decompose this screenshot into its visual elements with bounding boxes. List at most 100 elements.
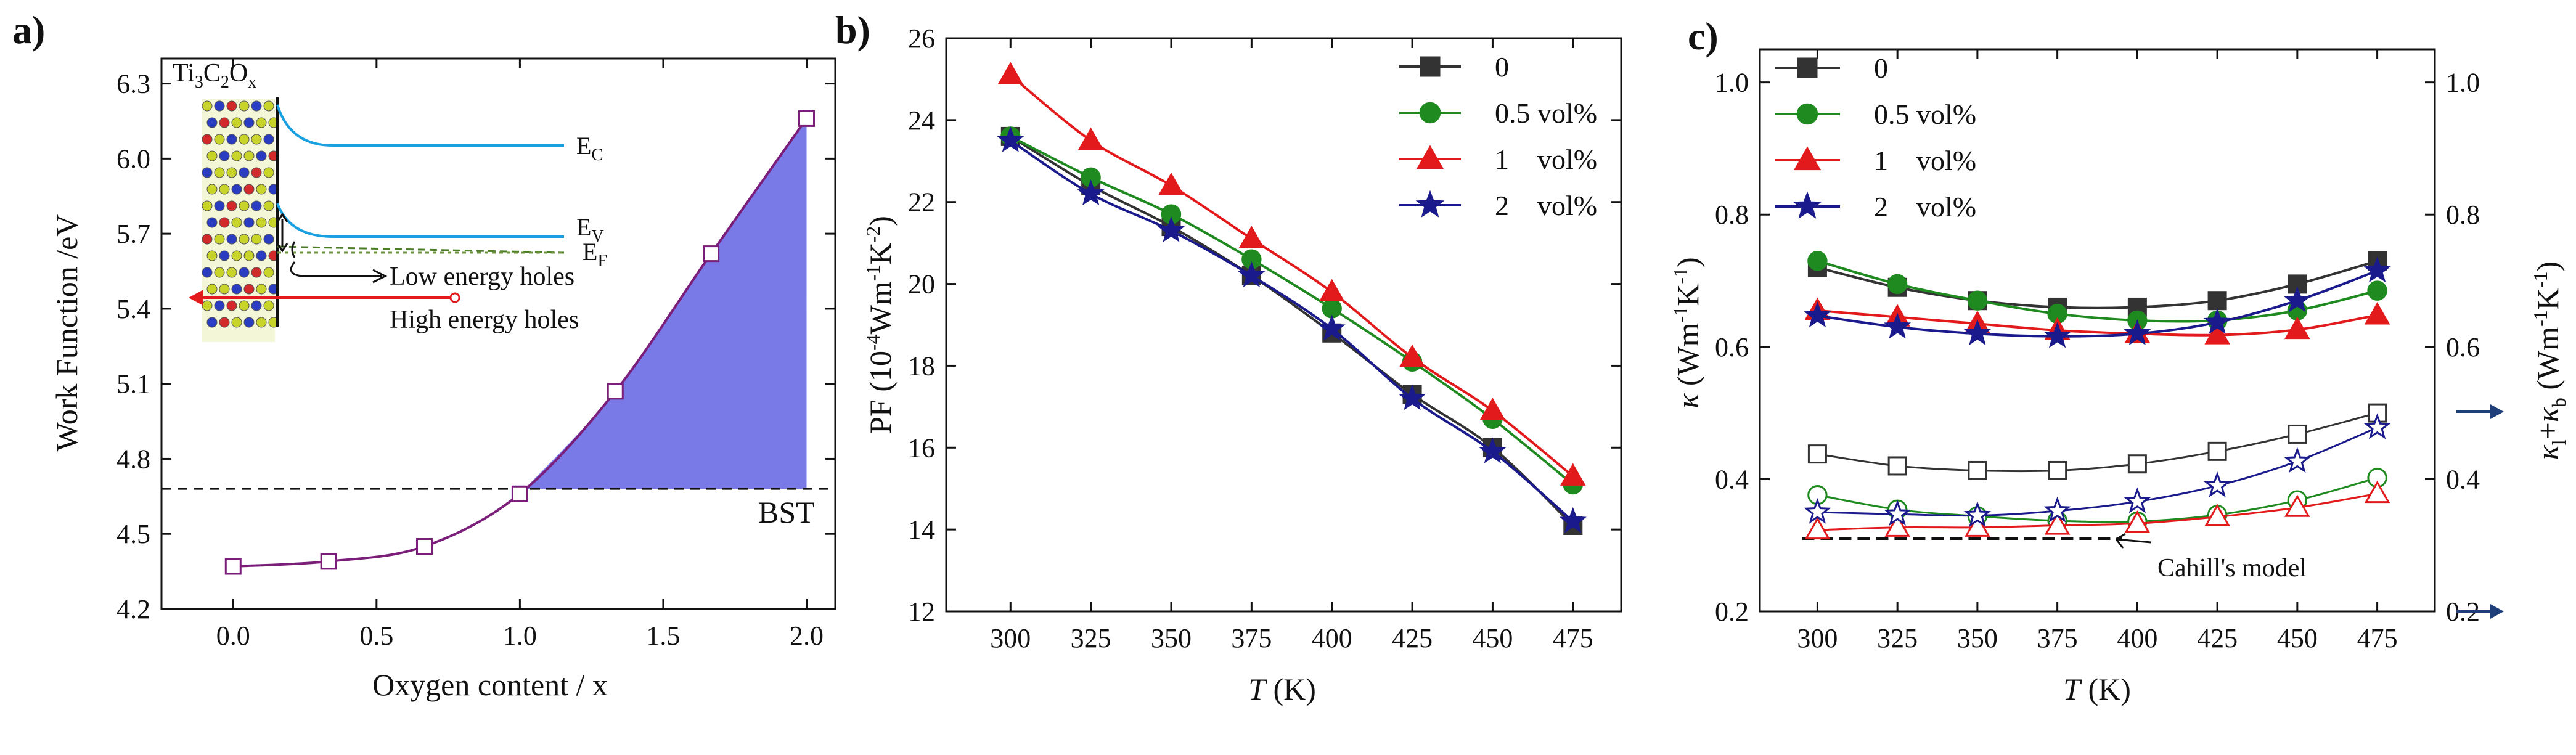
- atom: [256, 317, 267, 328]
- lattice-point: [2204, 471, 2231, 497]
- atom: [231, 250, 242, 261]
- x-tick-label: 350: [1151, 623, 1192, 653]
- atom: [226, 267, 237, 278]
- data-point: [1399, 344, 1425, 367]
- legend-marker: [1419, 102, 1441, 124]
- atom: [256, 217, 267, 228]
- lattice-point: [1804, 497, 1831, 524]
- x-tick-label: 450: [1472, 623, 1513, 653]
- atom: [243, 317, 255, 328]
- x-axis-label-a: Oxygen content / x: [372, 667, 608, 702]
- atom: [202, 134, 213, 145]
- atom: [239, 167, 250, 178]
- atom: [226, 167, 237, 178]
- lattice-point: [1887, 456, 1907, 476]
- ec-label: EC: [576, 132, 603, 165]
- x-tick-label: 475: [1553, 623, 1593, 653]
- atom: [226, 200, 237, 211]
- data-point: [1807, 251, 1828, 271]
- atom: [206, 150, 218, 161]
- data-point: [1963, 319, 1991, 346]
- atom: [219, 184, 230, 195]
- data-point: [997, 62, 1024, 84]
- x-tick-label: 2.0: [790, 621, 824, 651]
- atom: [239, 200, 250, 211]
- lattice-point: [1884, 514, 1910, 537]
- legend-label: 0: [1495, 51, 1509, 83]
- atom: [214, 134, 225, 145]
- atom: [251, 300, 262, 311]
- x-tick-label: 325: [1071, 623, 1111, 653]
- atom: [231, 117, 242, 128]
- panel-a: a) 0.0 0.5 1.0 1.5 2.0 4.2 4.5 4.8 5.1 5.4 5.7 6.0 6…: [12, 8, 836, 702]
- data-point: [703, 245, 720, 263]
- legend-label: 0.5 vol%: [1495, 97, 1597, 129]
- data-point: [2367, 280, 2387, 301]
- data-point: [1157, 216, 1185, 242]
- atom: [219, 217, 230, 228]
- series-line: [1817, 269, 2378, 338]
- data-point: [2283, 286, 2311, 312]
- atom: [219, 317, 230, 328]
- data-point: [997, 126, 1024, 152]
- lattice-point: [1804, 516, 1831, 540]
- atom: [243, 217, 255, 228]
- atom: [243, 150, 255, 161]
- y-tick-label: 22: [908, 187, 935, 218]
- y-tick-label: 0.4: [1715, 464, 1749, 494]
- inset-title: Ti3C2Ox: [173, 59, 256, 92]
- x-tick-label: 0.0: [216, 621, 250, 651]
- atom: [226, 234, 237, 245]
- lattice-point: [1968, 460, 1987, 480]
- lattice-point: [2048, 460, 2067, 480]
- lattice-point: [2124, 510, 2151, 533]
- conduction-band-line: [276, 104, 564, 147]
- atom: [206, 184, 218, 195]
- atom: [226, 134, 237, 145]
- atom: [256, 117, 267, 128]
- lattice-point: [2124, 487, 2151, 513]
- x-tick-label: 350: [1957, 623, 1998, 653]
- atom: [206, 217, 218, 228]
- y-tick-label: 5.4: [117, 294, 150, 324]
- atom: [202, 267, 213, 278]
- x-tick-label: 300: [990, 623, 1031, 653]
- lattice-series-c: [1804, 403, 2391, 540]
- data-points-a: [224, 110, 815, 575]
- ef-label: EF: [583, 238, 607, 271]
- lattice-point: [1807, 444, 1827, 464]
- reference-label-bst: BST: [758, 495, 815, 529]
- legend-label: 0: [1874, 52, 1888, 84]
- crystal-structure-illustration: [202, 99, 279, 342]
- legend-label: 0.5 vol%: [1874, 99, 1976, 130]
- data-point: [2043, 322, 2071, 348]
- legend-marker: [1415, 190, 1445, 218]
- axis-arrows: [2456, 404, 2504, 619]
- data-point: [1967, 290, 1988, 311]
- data-point: [1318, 314, 1346, 341]
- y-tick-label-right: 0.4: [2446, 464, 2480, 494]
- atom: [214, 267, 225, 278]
- data-point: [607, 383, 624, 400]
- atom: [219, 284, 230, 295]
- panel-label-c: c): [1688, 14, 1719, 58]
- x-tick-label: 400: [2117, 623, 2157, 653]
- atom: [214, 234, 225, 245]
- data-point: [1158, 172, 1184, 195]
- x-tick-label: 325: [1877, 623, 1918, 653]
- lattice-line: [1817, 492, 2378, 531]
- y-tick-label: 26: [908, 23, 935, 54]
- x-tick-label: 425: [1392, 623, 1433, 653]
- data-point: [2204, 308, 2231, 334]
- legend-label: 1 vol%: [1495, 144, 1597, 175]
- axis-ticks-a: 0.0 0.5 1.0 1.5 2.0 4.2 4.5 4.8 5.1 5.4 5.7 6.0 6.3: [117, 59, 835, 651]
- atom: [214, 100, 225, 112]
- y-tick-label: 4.5: [117, 519, 150, 549]
- atom: [202, 200, 213, 211]
- lattice-point: [2127, 454, 2147, 474]
- atom: [239, 134, 250, 145]
- atom: [251, 134, 262, 145]
- atom: [256, 184, 267, 195]
- legend-label: 2 vol%: [1874, 191, 1976, 222]
